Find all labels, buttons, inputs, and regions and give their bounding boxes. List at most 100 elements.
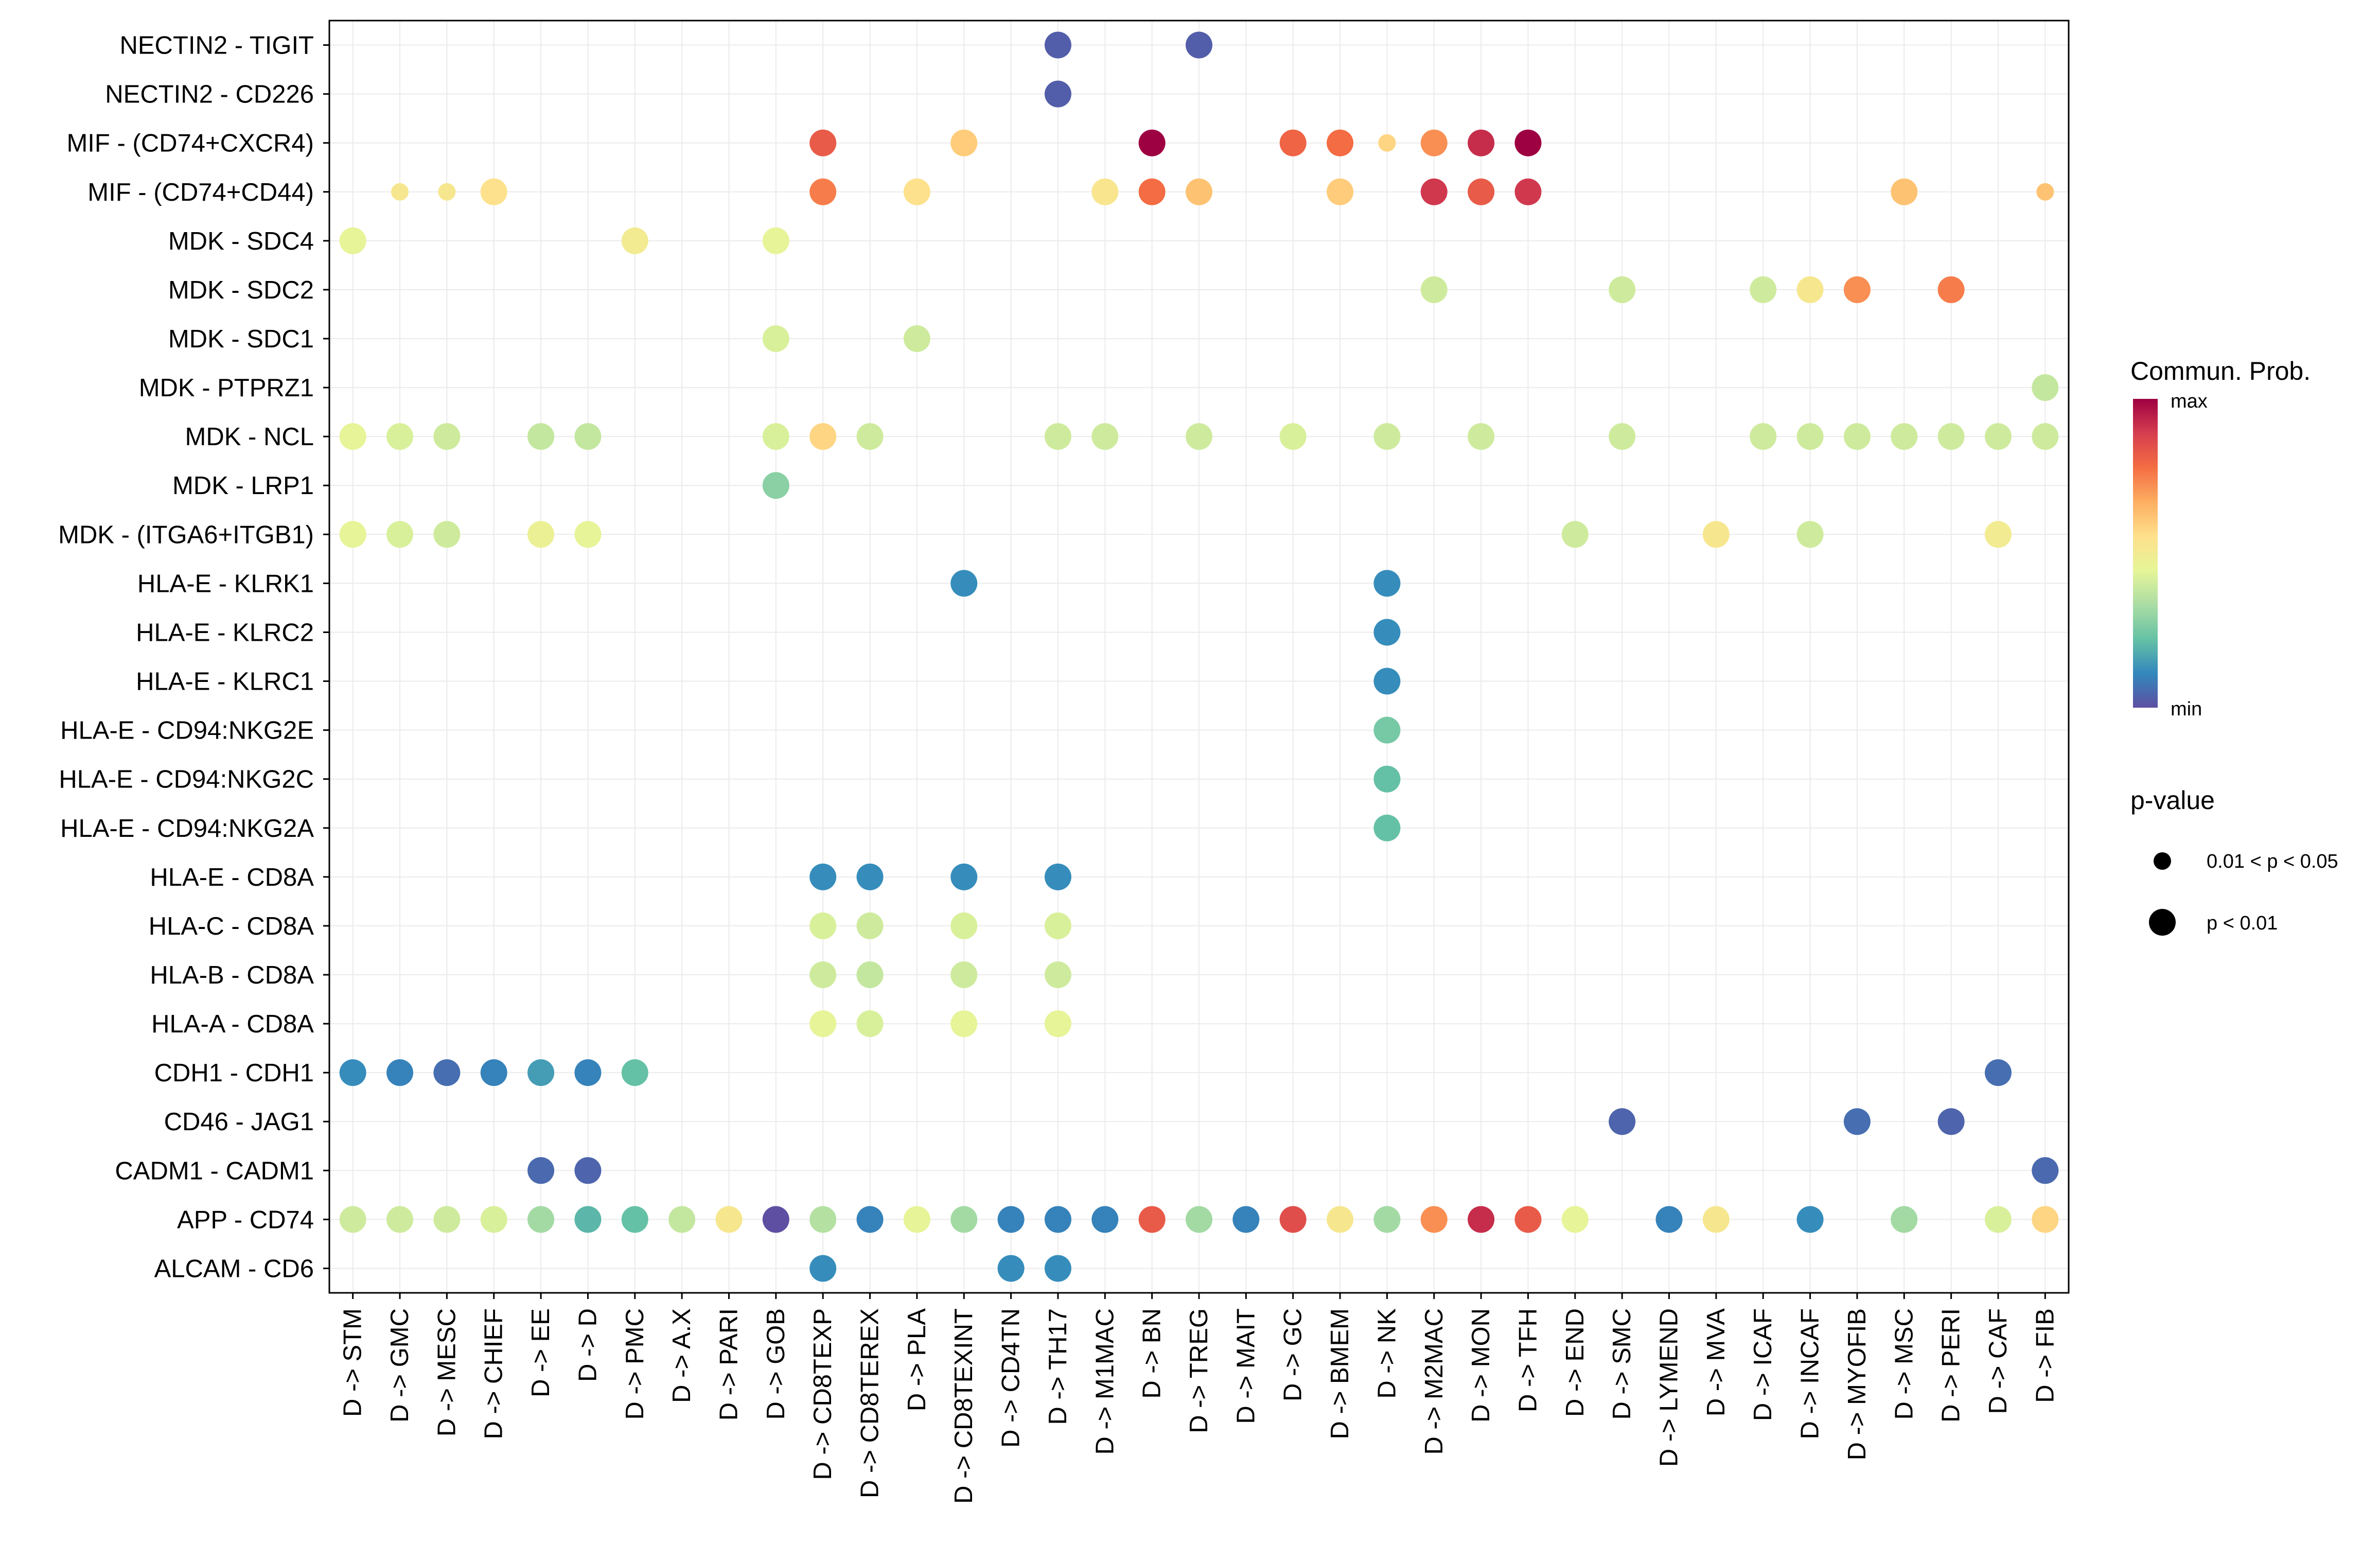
x-tick-label: D -> GOB: [762, 1308, 790, 1419]
data-point: [1091, 1206, 1119, 1233]
data-point: [809, 961, 837, 988]
data-point: [809, 912, 837, 939]
data-point: [339, 423, 366, 450]
data-point: [621, 1059, 648, 1086]
size-legend-small-dot: [2154, 852, 2171, 870]
x-tick-label: D -> CD8TEXINT: [950, 1308, 978, 1504]
data-point: [1186, 423, 1212, 450]
y-tick-label: NECTIN2 - CD226: [105, 81, 314, 109]
data-point: [1373, 814, 1401, 841]
data-point: [1937, 423, 1965, 450]
data-point: [997, 1255, 1025, 1282]
x-tick-label: D -> MYOFIB: [1843, 1308, 1871, 1460]
y-tick-label: ALCAM - CD6: [154, 1255, 314, 1283]
data-point: [1561, 521, 1589, 548]
data-point: [1327, 1206, 1354, 1233]
data-point: [1138, 129, 1166, 156]
data-point: [438, 183, 456, 201]
y-tick-label: NECTIN2 - TIGIT: [119, 32, 314, 60]
data-point: [903, 178, 930, 205]
data-point: [1420, 178, 1448, 205]
data-point: [1044, 912, 1071, 939]
data-point: [1327, 178, 1354, 205]
data-point: [1420, 276, 1448, 303]
data-point: [1186, 31, 1212, 59]
y-tick-label: MIF - (CD74+CD44): [87, 179, 314, 206]
x-tick-label: D -> GMC: [386, 1308, 414, 1423]
data-point: [339, 1206, 366, 1233]
data-point: [480, 178, 507, 205]
data-point: [950, 863, 978, 890]
data-point: [1373, 570, 1401, 597]
y-tick-label: HLA-A - CD8A: [151, 1010, 314, 1038]
data-point: [1186, 1206, 1212, 1233]
data-point: [2032, 374, 2059, 401]
data-point: [386, 1206, 414, 1233]
y-tick-label: MDK - LRP1: [172, 472, 314, 500]
x-tick-label: D -> MVA: [1702, 1308, 1730, 1416]
data-point: [809, 423, 837, 450]
data-point: [1279, 1206, 1307, 1233]
data-point: [527, 1206, 555, 1233]
data-point: [1044, 961, 1071, 988]
data-point: [856, 423, 884, 450]
x-tick-label: D -> MAIT: [1232, 1308, 1260, 1424]
data-point: [809, 863, 837, 890]
data-point: [997, 1206, 1025, 1233]
data-point: [903, 325, 930, 352]
data-point: [386, 423, 414, 450]
data-point: [1044, 31, 1071, 59]
data-point: [1796, 423, 1824, 450]
y-tick-label: HLA-E - CD94:NKG2C: [59, 766, 314, 794]
data-point: [2032, 1206, 2059, 1233]
data-point: [1561, 1206, 1589, 1233]
data-point: [1750, 276, 1777, 303]
data-point: [1044, 1206, 1071, 1233]
data-point: [1937, 1108, 1965, 1135]
data-point: [1937, 276, 1965, 303]
data-point: [1420, 129, 1448, 156]
data-point: [1373, 423, 1401, 450]
data-point: [339, 227, 366, 254]
size-legend-large-label: p < 0.01: [2207, 913, 2278, 934]
x-tick-label: D -> TH17: [1044, 1308, 1072, 1425]
y-axis-labels: NECTIN2 - TIGIT NECTIN2 - CD226 MIF - (CD7…: [58, 32, 329, 1283]
data-point: [1091, 423, 1119, 450]
color-legend-min-label: min: [2171, 698, 2202, 720]
data-point: [809, 129, 837, 156]
data-point: [391, 183, 409, 201]
data-point: [2036, 183, 2054, 201]
data-point: [856, 1206, 884, 1233]
data-point: [527, 423, 555, 450]
x-tick-label: D -> GC: [1279, 1308, 1307, 1401]
data-point: [950, 1206, 978, 1233]
y-tick-label: HLA-E - KLRC1: [136, 668, 314, 696]
data-point: [950, 961, 978, 988]
y-tick-label: MDK - SDC2: [168, 276, 314, 304]
data-point: [433, 1206, 461, 1233]
data-point: [1373, 619, 1401, 646]
data-point: [1891, 178, 1918, 205]
y-tick-label: HLA-B - CD8A: [150, 961, 314, 989]
data-point: [1655, 1206, 1683, 1233]
x-tick-label: D -> CAF: [1984, 1308, 2012, 1414]
x-tick-label: D -> FIB: [2031, 1308, 2059, 1403]
data-point: [621, 227, 648, 254]
x-tick-label: D -> ICAF: [1749, 1308, 1777, 1421]
data-point: [1609, 423, 1636, 450]
data-point: [1378, 134, 1396, 152]
y-tick-label: CDH1 - CDH1: [154, 1059, 314, 1087]
x-tick-label: D -> M2MAC: [1420, 1308, 1448, 1455]
data-point: [574, 1206, 602, 1233]
x-tick-label: D -> SMC: [1608, 1308, 1636, 1419]
data-point: [1091, 178, 1119, 205]
data-point: [1984, 521, 2012, 548]
color-legend-title: Commun. Prob.: [2130, 357, 2311, 385]
data-point: [527, 1157, 555, 1184]
data-point: [621, 1206, 648, 1233]
x-tick-label: D -> PLA: [903, 1308, 931, 1411]
y-tick-label: MIF - (CD74+CXCR4): [66, 130, 314, 157]
color-legend-max-label: max: [2171, 391, 2208, 412]
data-point: [386, 521, 414, 548]
